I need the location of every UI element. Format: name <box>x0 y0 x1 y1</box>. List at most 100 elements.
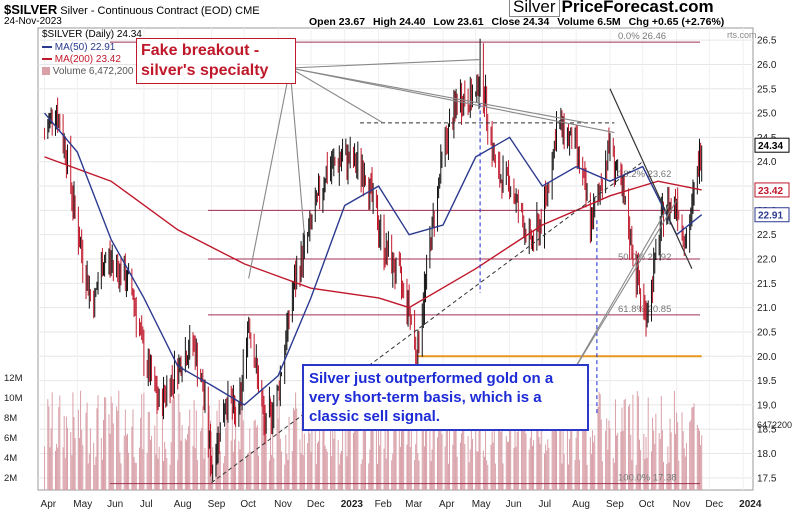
legend-ma50-label: MA(50) 22.91 <box>54 42 116 53</box>
low-value: Low 23.61 <box>433 16 484 28</box>
exchange: CME <box>235 5 260 17</box>
legend-volume-label: Volume 6,472,200 <box>52 66 134 77</box>
legend-volume-swatch <box>42 67 50 76</box>
y-tick-label: 19.5 <box>757 376 777 387</box>
fib-label: 100.0% 17.38 <box>618 473 677 484</box>
x-tick-label: Mar <box>405 499 423 510</box>
callout-pointer <box>567 200 678 381</box>
volume-tick-label: 2M <box>4 473 17 484</box>
y-tick-label: 20.5 <box>757 327 777 338</box>
trend-lines <box>211 59 693 484</box>
close-value: Close 24.34 <box>491 16 550 28</box>
open-value: Open 23.67 <box>309 16 366 28</box>
x-tick-label: Nov <box>673 499 691 510</box>
description: Silver - Continuous Contract (EOD) <box>60 5 233 17</box>
price-tag: 23.42 <box>758 186 783 197</box>
volume-tick-label: 4M <box>4 453 17 464</box>
y-tick-label: 17.5 <box>757 473 777 484</box>
fake-breakout-callout: Fake breakout - silver's specialty <box>136 38 296 84</box>
y-tick-label: 21.0 <box>757 303 777 314</box>
x-tick-label: Oct <box>240 499 256 510</box>
y-tick-label: 20.0 <box>757 352 777 363</box>
y-tick-label: 26.0 <box>757 60 777 71</box>
x-tick-label: Dec <box>307 499 325 510</box>
y-tick-label: 18.5 <box>757 425 777 436</box>
y-tick-label: 26.5 <box>757 36 777 47</box>
fib-label: 38.2% 23.62 <box>618 169 671 180</box>
x-tick-label: Apr <box>41 499 57 510</box>
x-tick-label: Aug <box>572 499 590 510</box>
brand-name: PriceForecast.com <box>561 0 714 16</box>
moving-averages <box>43 112 703 406</box>
price-tag-box <box>754 137 790 153</box>
decline-trendline <box>609 88 693 269</box>
x-tick-label: Jun <box>107 499 123 510</box>
brand-logo: Silver PriceForecast.com <box>505 0 718 17</box>
y-tick-label: 22.0 <box>757 255 777 266</box>
chart-symbol-line: $SILVER Silver - Continuous Contract (EO… <box>4 2 260 17</box>
y-tick-label: 19.0 <box>757 400 777 411</box>
y-tick-label: 21.5 <box>757 279 777 290</box>
x-tick-label: Jun <box>506 499 522 510</box>
x-tick-label: Apr <box>439 499 455 510</box>
high-value: High 24.40 <box>372 16 426 28</box>
volume-tick-label: 12M <box>4 373 23 384</box>
volume-tag: 6472200 <box>757 420 792 430</box>
price-tag: 22.91 <box>758 211 783 222</box>
fib-label: 0.0% 26.46 <box>618 31 666 42</box>
legend-ma200-label: MA(200) 23.42 <box>54 54 121 65</box>
symbol: $SILVER <box>4 2 58 17</box>
x-tick-label: May <box>73 499 92 510</box>
chart-date: 24-Nov-2023 <box>4 16 62 27</box>
ma50-line <box>43 112 703 406</box>
x-tick-label: 2023 <box>341 499 364 510</box>
callout-pointer <box>289 67 587 124</box>
x-tick-label: Sep <box>208 499 226 510</box>
rising-trendline <box>211 161 644 484</box>
change-value: Chg +0.65 (+2.76%) <box>628 16 725 28</box>
x-tick-label: Oct <box>639 499 655 510</box>
volume-value: Volume 6.5M <box>557 16 621 28</box>
callout-pointer <box>289 67 615 134</box>
brand-prefix: Silver <box>509 0 560 17</box>
legend-volume: Volume 6,472,200 <box>42 66 133 77</box>
y-tick-label: 25.5 <box>757 84 777 95</box>
price-tag-box <box>754 182 790 198</box>
ma200-line <box>44 156 702 309</box>
x-tick-label: Jul <box>140 499 153 510</box>
fib-label: 50.0% 21.92 <box>618 252 671 263</box>
x-tick-label: Aug <box>174 499 192 510</box>
x-tick-label: Feb <box>375 499 393 510</box>
y-tick-label: 24.0 <box>757 157 777 168</box>
callout-pointer <box>289 59 481 69</box>
legend-ma200-swatch <box>42 58 52 61</box>
callout-pointer <box>289 67 305 235</box>
legend-ma50: MA(50) 22.91 <box>42 42 115 53</box>
sell-signal-callout: Silver just outperformed gold on a very … <box>302 364 589 431</box>
y-tick-label: 18.0 <box>757 449 777 460</box>
legend-ma50-swatch <box>42 46 52 49</box>
watermark-tail: rts.com <box>727 30 757 40</box>
callout-pointer <box>248 67 291 279</box>
x-tick-label: May <box>472 499 491 510</box>
x-tick-label: 2024 <box>739 499 762 510</box>
x-tick-label: Dec <box>705 499 723 510</box>
x-tick-label: Sep <box>606 499 624 510</box>
chart-title-line: $SILVER (Daily) 24.34 <box>42 29 142 40</box>
x-tick-label: Jul <box>538 499 551 510</box>
x-tick-label: Nov <box>274 499 292 510</box>
y-tick-label: 25.0 <box>757 109 777 120</box>
price-bars <box>44 38 703 482</box>
callout-pointer <box>567 205 670 381</box>
ohlc-line: Open 23.67 High 24.40 Low 23.61 Close 24… <box>309 16 724 28</box>
callout-pointer <box>289 67 384 124</box>
legend-ma200: MA(200) 23.42 <box>42 54 121 65</box>
volume-tick-label: 8M <box>4 413 17 424</box>
y-tick-label: 22.5 <box>757 230 777 241</box>
volume-tick-label: 10M <box>4 393 23 404</box>
volume-tick-label: 6M <box>4 433 17 444</box>
axes: 17.5 18.0 18.5 19.0 19.5 20.0 20.5 21.0 21.5 22.0… <box>4 36 792 510</box>
price-tag: 24.34 <box>758 141 783 152</box>
price-tag-box <box>754 207 790 223</box>
